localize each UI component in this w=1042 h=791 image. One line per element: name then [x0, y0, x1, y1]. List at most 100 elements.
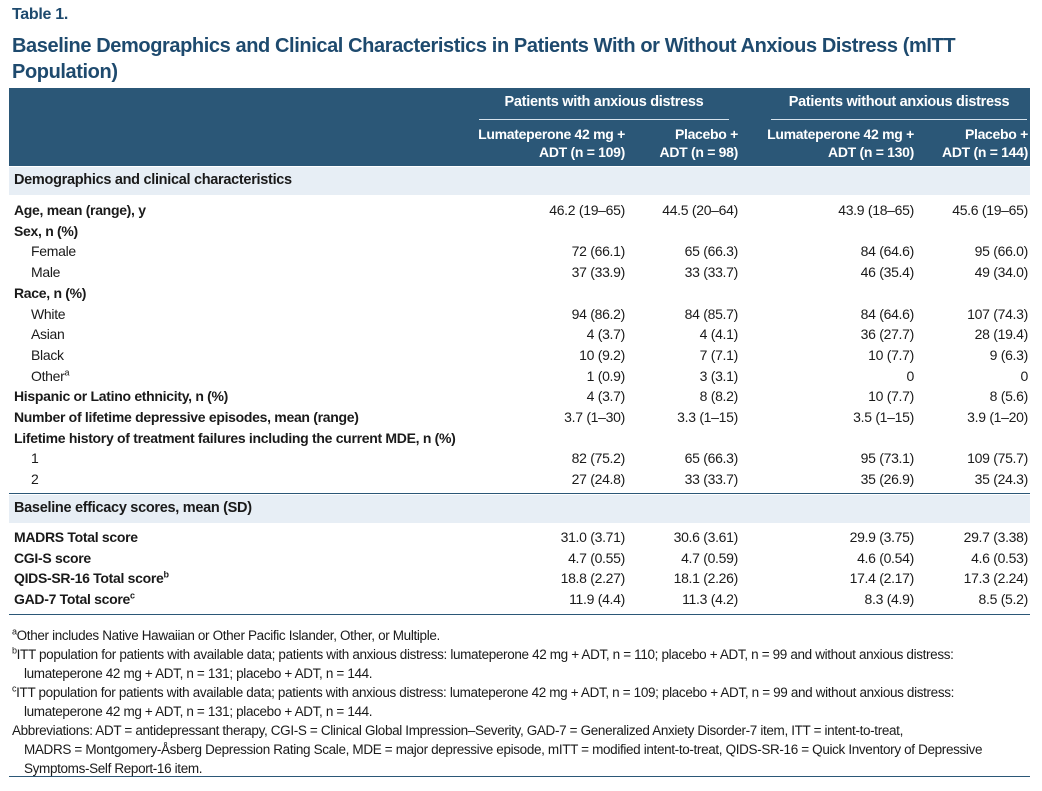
group-without-rule: [771, 119, 1027, 120]
table-cell: 4 (3.7): [586, 388, 626, 405]
table-cell: 18.8 (2.27): [560, 570, 626, 587]
footnote-text: lumateperone 42 mg + ADT, n = 131; place…: [24, 666, 373, 681]
table-cell: 46.2 (19–65): [549, 202, 625, 218]
row-label-text: Number of lifetime depressive episodes, …: [14, 409, 359, 425]
table-row: Race, n (%): [9, 285, 1030, 305]
row-label: Asian: [31, 326, 65, 342]
col-placebo-without: Placebo + ADT (n = 144): [918, 125, 1028, 161]
table-row: GAD-7 Total scorec 11.9 (4.4) 11.3 (4.2) 8.…: [9, 591, 1030, 611]
footnote-line: lumateperone 42 mg + ADT, n = 131; place…: [12, 664, 1027, 683]
footnote-marker: b: [163, 569, 170, 580]
section-demographics: Demographics and clinical characteristic…: [9, 167, 1030, 195]
row-label: Black: [31, 347, 64, 363]
row-label: Number of lifetime depressive episodes, …: [14, 409, 359, 425]
row-label: 2: [31, 471, 39, 487]
table-cell: 4 (3.7): [586, 326, 626, 343]
table-cell: 29.7 (3.38): [963, 529, 1029, 545]
footnote-marker: a: [12, 626, 17, 637]
table-cell: 8.5 (5.2): [978, 591, 1029, 608]
row-label: Female: [31, 243, 76, 259]
col-line: Lumateperone 42 mg +: [767, 126, 914, 142]
table-cell: 65 (66.3): [684, 450, 739, 467]
table-row: Male 37 (33.9) 33 (33.7) 46 (35.4) 49 (34.0): [9, 264, 1030, 284]
col-line: Lumateperone 42 mg +: [478, 126, 625, 142]
table-cell: 94 (86.2): [571, 305, 626, 322]
table-cell: 84 (85.7): [684, 305, 739, 322]
footnote-marker: c: [130, 590, 135, 601]
row-label: 1: [31, 450, 39, 466]
table-cell: 31.0 (3.71): [560, 529, 626, 545]
table-row: Asian 4 (3.7) 4 (4.1) 36 (27.7) 28 (19.4): [9, 326, 1030, 346]
table-cell: 107 (74.3): [967, 305, 1028, 322]
row-label-text: Lifetime history of treatment failures i…: [14, 429, 456, 446]
col-placebo-with: Placebo + ADT (n = 98): [628, 125, 739, 161]
table-row: Female 72 (66.1) 65 (66.3) 84 (64.6) 95 (66.…: [9, 243, 1030, 263]
footnote-text: MADRS = Montgomery-Åsberg Depression Rat…: [24, 742, 983, 757]
group-with-anxious-distress: Patients with anxious distress: [504, 94, 704, 110]
footnote-marker: a: [64, 366, 70, 377]
table-title: Baseline Demographics and Clinical Chara…: [12, 35, 956, 83]
table-cell: 33 (33.7): [684, 264, 739, 281]
table-cell: 3 (3.1): [699, 367, 739, 384]
table-cell: 28 (19.4): [974, 326, 1029, 343]
footer-rule: [9, 776, 1030, 777]
table-cell: 8.3 (4.9): [864, 591, 915, 608]
table-cell: 65 (66.3): [684, 243, 739, 260]
footnote-line: MADRS = Montgomery-Åsberg Depression Rat…: [12, 740, 1027, 759]
table-cell: 30.6 (3.61): [673, 529, 739, 545]
table-cell: 10 (9.2): [579, 346, 625, 363]
table-cell: 8 (5.6): [989, 388, 1029, 405]
table-row: Number of lifetime depressive episodes, …: [9, 409, 1030, 429]
table-cell: 82 (75.2): [571, 450, 626, 467]
footnote-text: Other includes Native Hawaiian or Other …: [16, 628, 441, 643]
footnote-line: lumateperone 42 mg + ADT, n = 131; place…: [12, 702, 1027, 721]
row-label: Race, n (%): [14, 285, 86, 301]
table-cell: 9 (6.3): [989, 346, 1029, 363]
row-label: QIDS-SR-16 Total scoreb: [14, 570, 169, 586]
table-cell: 3.3 (1–15): [677, 409, 738, 425]
footnote-marker: c: [12, 683, 17, 694]
col-line: ADT (n = 109): [539, 144, 625, 160]
col-line: ADT (n = 98): [659, 144, 739, 160]
row-label: Male: [31, 264, 60, 280]
table-cell: 29.9 (3.75): [849, 529, 915, 545]
table-cell: 4.6 (0.53): [971, 549, 1028, 566]
table-cell: 36 (27.7): [860, 326, 915, 343]
footnote-text: ITT population for patients with availab…: [16, 647, 954, 662]
table-cell: 4.7 (0.55): [568, 549, 625, 566]
row-label-text: MADRS Total score: [14, 529, 138, 545]
table-cell: 4.7 (0.59): [681, 549, 738, 566]
row-label: CGI-S score: [14, 550, 91, 566]
table-cell: 7 (7.1): [699, 346, 739, 363]
row-label-text: Male: [31, 264, 61, 281]
table-cell: 84 (64.6): [860, 305, 915, 322]
table-row: Lifetime history of treatment failures i…: [9, 430, 1030, 450]
table-cell: 1 (0.9): [586, 367, 626, 384]
table-cell: 10 (7.7): [868, 346, 914, 363]
table-row: Othera 1 (0.9) 3 (3.1) 0 0: [9, 366, 1030, 388]
footnote-line: cITT population for patients with availa…: [12, 683, 1027, 702]
table-cell: 95 (73.1): [860, 450, 915, 467]
group-without-anxious-distress: Patients without anxious distress: [788, 94, 1010, 110]
footnote-line: bITT population for patients with availa…: [12, 645, 1027, 664]
col-line: ADT (n = 130): [828, 144, 914, 160]
table-row: Black 10 (9.2) 7 (7.1) 10 (7.7) 9 (6.3): [9, 347, 1030, 367]
footnote-line: Abbreviations: ADT = antidepressant ther…: [12, 721, 1027, 740]
table-cell: 109 (75.7): [967, 450, 1028, 467]
table-cell: 17.4 (2.17): [849, 570, 915, 587]
table-cell: 18.1 (2.26): [673, 570, 739, 587]
section-efficacy: Baseline efficacy scores, mean (SD): [9, 495, 1030, 523]
table-cell: 33 (33.7): [684, 471, 739, 488]
row-label-text: CGI-S score: [14, 549, 91, 566]
table-cell: 35 (26.9): [860, 471, 915, 488]
section-label: Demographics and clinical characteristic…: [14, 172, 292, 188]
table-row: Hispanic or Latino ethnicity, n (%) 4 (3.…: [9, 388, 1030, 408]
table-bottom-rule: [9, 614, 1030, 615]
footnote-text: lumateperone 42 mg + ADT, n = 131; place…: [24, 704, 373, 719]
table-label: Table 1.: [12, 6, 68, 23]
footnotes: aOther includes Native Hawaiian or Other…: [12, 626, 1027, 778]
table-row: Age, mean (range), y 46.2 (19–65) 44.5 (20…: [9, 202, 1030, 222]
footnote-text: ITT population for patients with availab…: [16, 685, 955, 700]
table-cell: 4 (4.1): [699, 326, 739, 343]
